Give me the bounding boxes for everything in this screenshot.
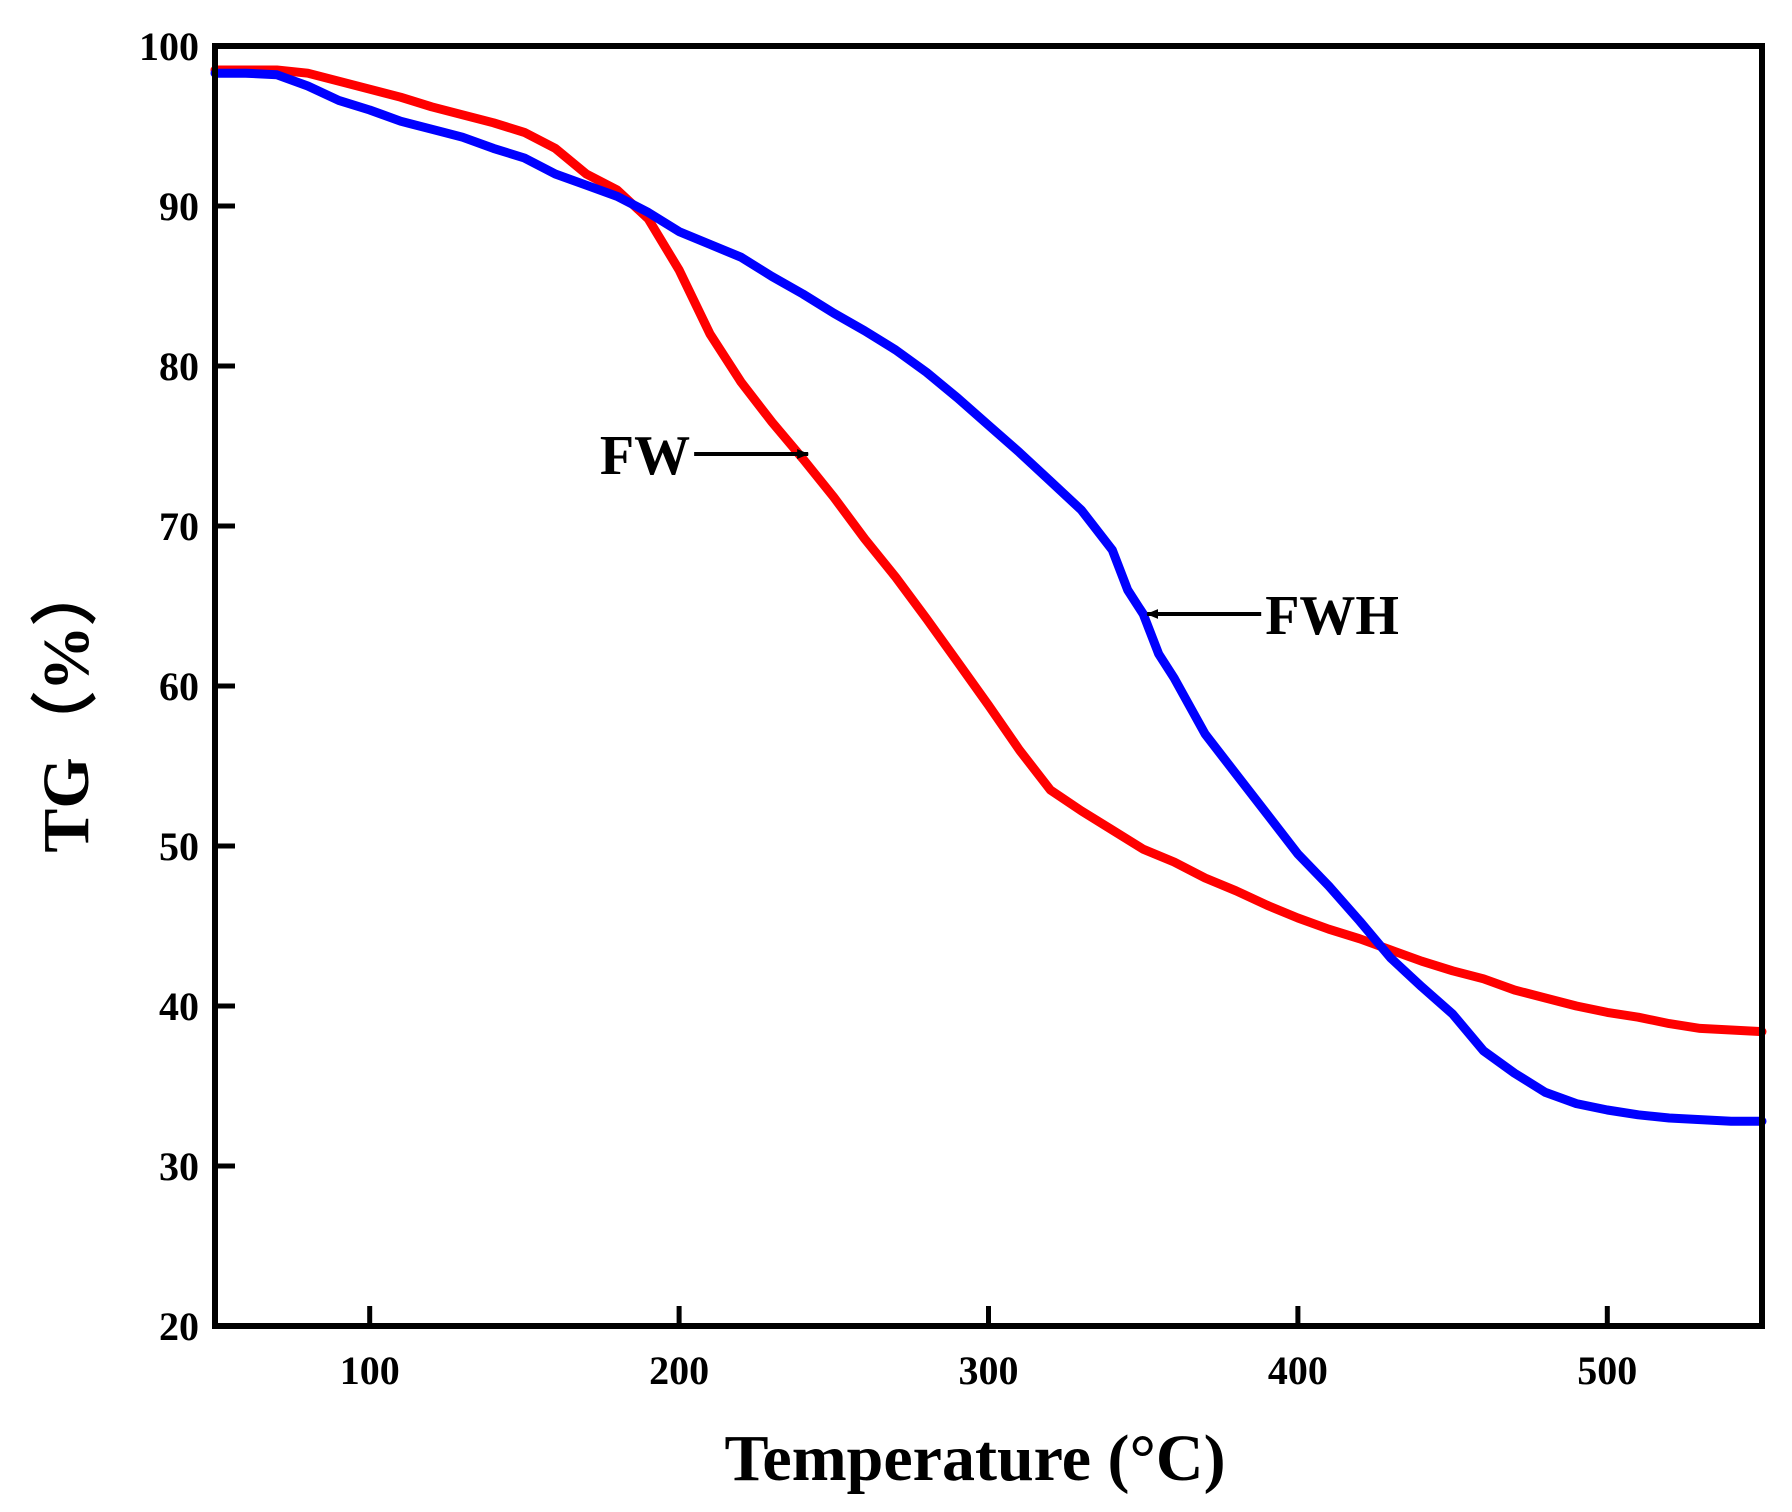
y-tick-label: 30 [159,1144,199,1189]
x-axis-ticks: 100 200 300 400 500 [340,1306,1637,1393]
series-line-fwh [210,68,1767,1126]
annotation-label: FW [600,425,690,487]
x-tick-label: 200 [649,1348,709,1393]
x-tick-label: 500 [1577,1348,1637,1393]
y-tick-label: 60 [159,664,199,709]
x-tick-label: 300 [959,1348,1019,1393]
y-axis-ticks: 20 30 40 50 60 70 80 90 100 [139,24,235,1349]
y-tick-label: 40 [159,984,199,1029]
x-axis-title: Temperature (°C) [724,1422,1225,1495]
y-tick-label: 70 [159,504,199,549]
series-layer [210,65,1767,1126]
y-tick-label: 80 [159,344,199,389]
annotation-fw: FW [600,425,810,487]
y-tick-label: 20 [159,1304,199,1349]
series-line-fw [210,65,1767,1037]
y-axis-title: TG（%） [29,559,103,852]
y-tick-label: 50 [159,824,199,869]
x-tick-label: 100 [340,1348,400,1393]
annotation-label: FWH [1265,585,1399,647]
y-tick-label: 90 [159,184,199,229]
plot-frame [212,43,1765,1329]
annotation-fwh: FWH [1146,585,1399,647]
x-tick-label: 400 [1268,1348,1328,1393]
annotation-layer: FW FWH [600,425,1399,647]
y-tick-label: 100 [139,24,199,69]
